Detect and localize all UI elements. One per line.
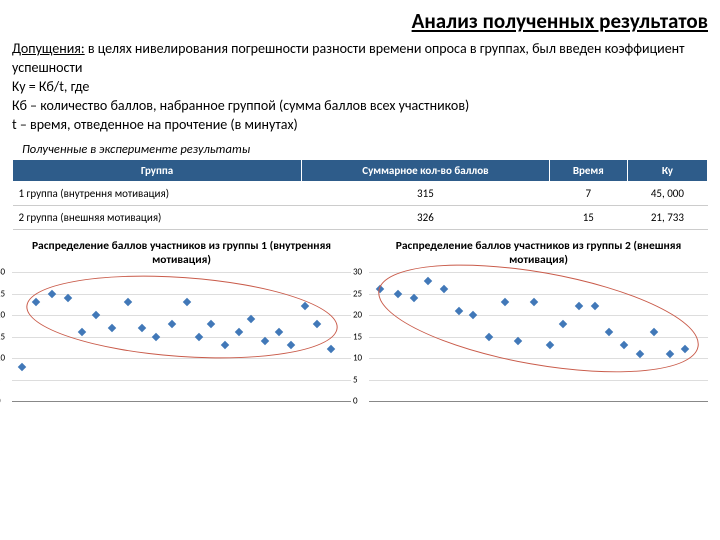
y-axis-label: 0 — [0, 396, 1, 407]
table-cell: 7 — [549, 182, 627, 206]
table-cell: 15 — [549, 206, 627, 230]
assumptions-line2: Kу = Кб/t, где — [12, 78, 89, 95]
assumptions-label: Допущения: — [12, 40, 85, 57]
assumptions-text: Допущения: в целях нивелирования погрешн… — [12, 40, 708, 134]
table-cell: 2 группа (внешняя мотивация) — [13, 206, 302, 230]
scatter-point — [327, 345, 335, 353]
y-axis-label: 0 — [353, 396, 358, 407]
table-cell: 315 — [302, 182, 550, 206]
y-axis-label: 10 — [353, 353, 362, 364]
chart-1-title: Распределение баллов участников из групп… — [12, 240, 351, 268]
assumptions-line3: Кб – количество баллов, набранное группо… — [12, 97, 469, 114]
y-axis-label: 5 — [0, 374, 1, 385]
y-axis-label: 5 — [353, 374, 358, 385]
chart-1-box: Распределение баллов участников из групп… — [12, 240, 351, 402]
y-axis-label: 25 — [353, 288, 362, 299]
table-cell: 45, 000 — [627, 182, 707, 206]
y-axis-label: 10 — [0, 353, 5, 364]
assumptions-line1: в целях нивелирования погрешности разнос… — [12, 40, 685, 76]
chart-2-area: 051015202530 — [369, 272, 708, 402]
chart-2-title: Распределение баллов участников из групп… — [369, 240, 708, 268]
table-cell: 1 группа (внутрення мотивация) — [13, 182, 302, 206]
table-cell: 326 — [302, 206, 550, 230]
assumptions-line4: t – время, отведенное на прочтение (в ми… — [12, 116, 298, 133]
y-axis-label: 25 — [0, 288, 5, 299]
chart-2-box: Распределение баллов участников из групп… — [369, 240, 708, 402]
table-header: Время — [549, 160, 627, 182]
chart-1-area: 051015202530 — [12, 272, 351, 402]
y-axis-label: 20 — [353, 310, 362, 321]
table-header: Суммарное кол-во баллов — [302, 160, 550, 182]
y-axis-label: 15 — [353, 331, 362, 342]
table-header: Ку — [627, 160, 707, 182]
table-header: Группа — [13, 160, 302, 182]
y-axis-label: 20 — [0, 310, 5, 321]
scatter-point — [18, 362, 26, 370]
table-row: 1 группа (внутрення мотивация) 315 7 45,… — [13, 182, 708, 206]
results-table: Группа Суммарное кол-во баллов Время Ку … — [12, 159, 708, 230]
table-cell: 21, 733 — [627, 206, 707, 230]
y-axis-label: 30 — [0, 267, 5, 278]
table-caption: Полученные в эксперименте результаты — [22, 142, 708, 157]
y-axis-label: 15 — [0, 331, 5, 342]
table-row: 2 группа (внешняя мотивация) 326 15 21, … — [13, 206, 708, 230]
y-axis-label: 30 — [353, 267, 362, 278]
page-title: Анализ полученных результатов — [12, 8, 708, 34]
trend-ellipse — [23, 266, 340, 368]
